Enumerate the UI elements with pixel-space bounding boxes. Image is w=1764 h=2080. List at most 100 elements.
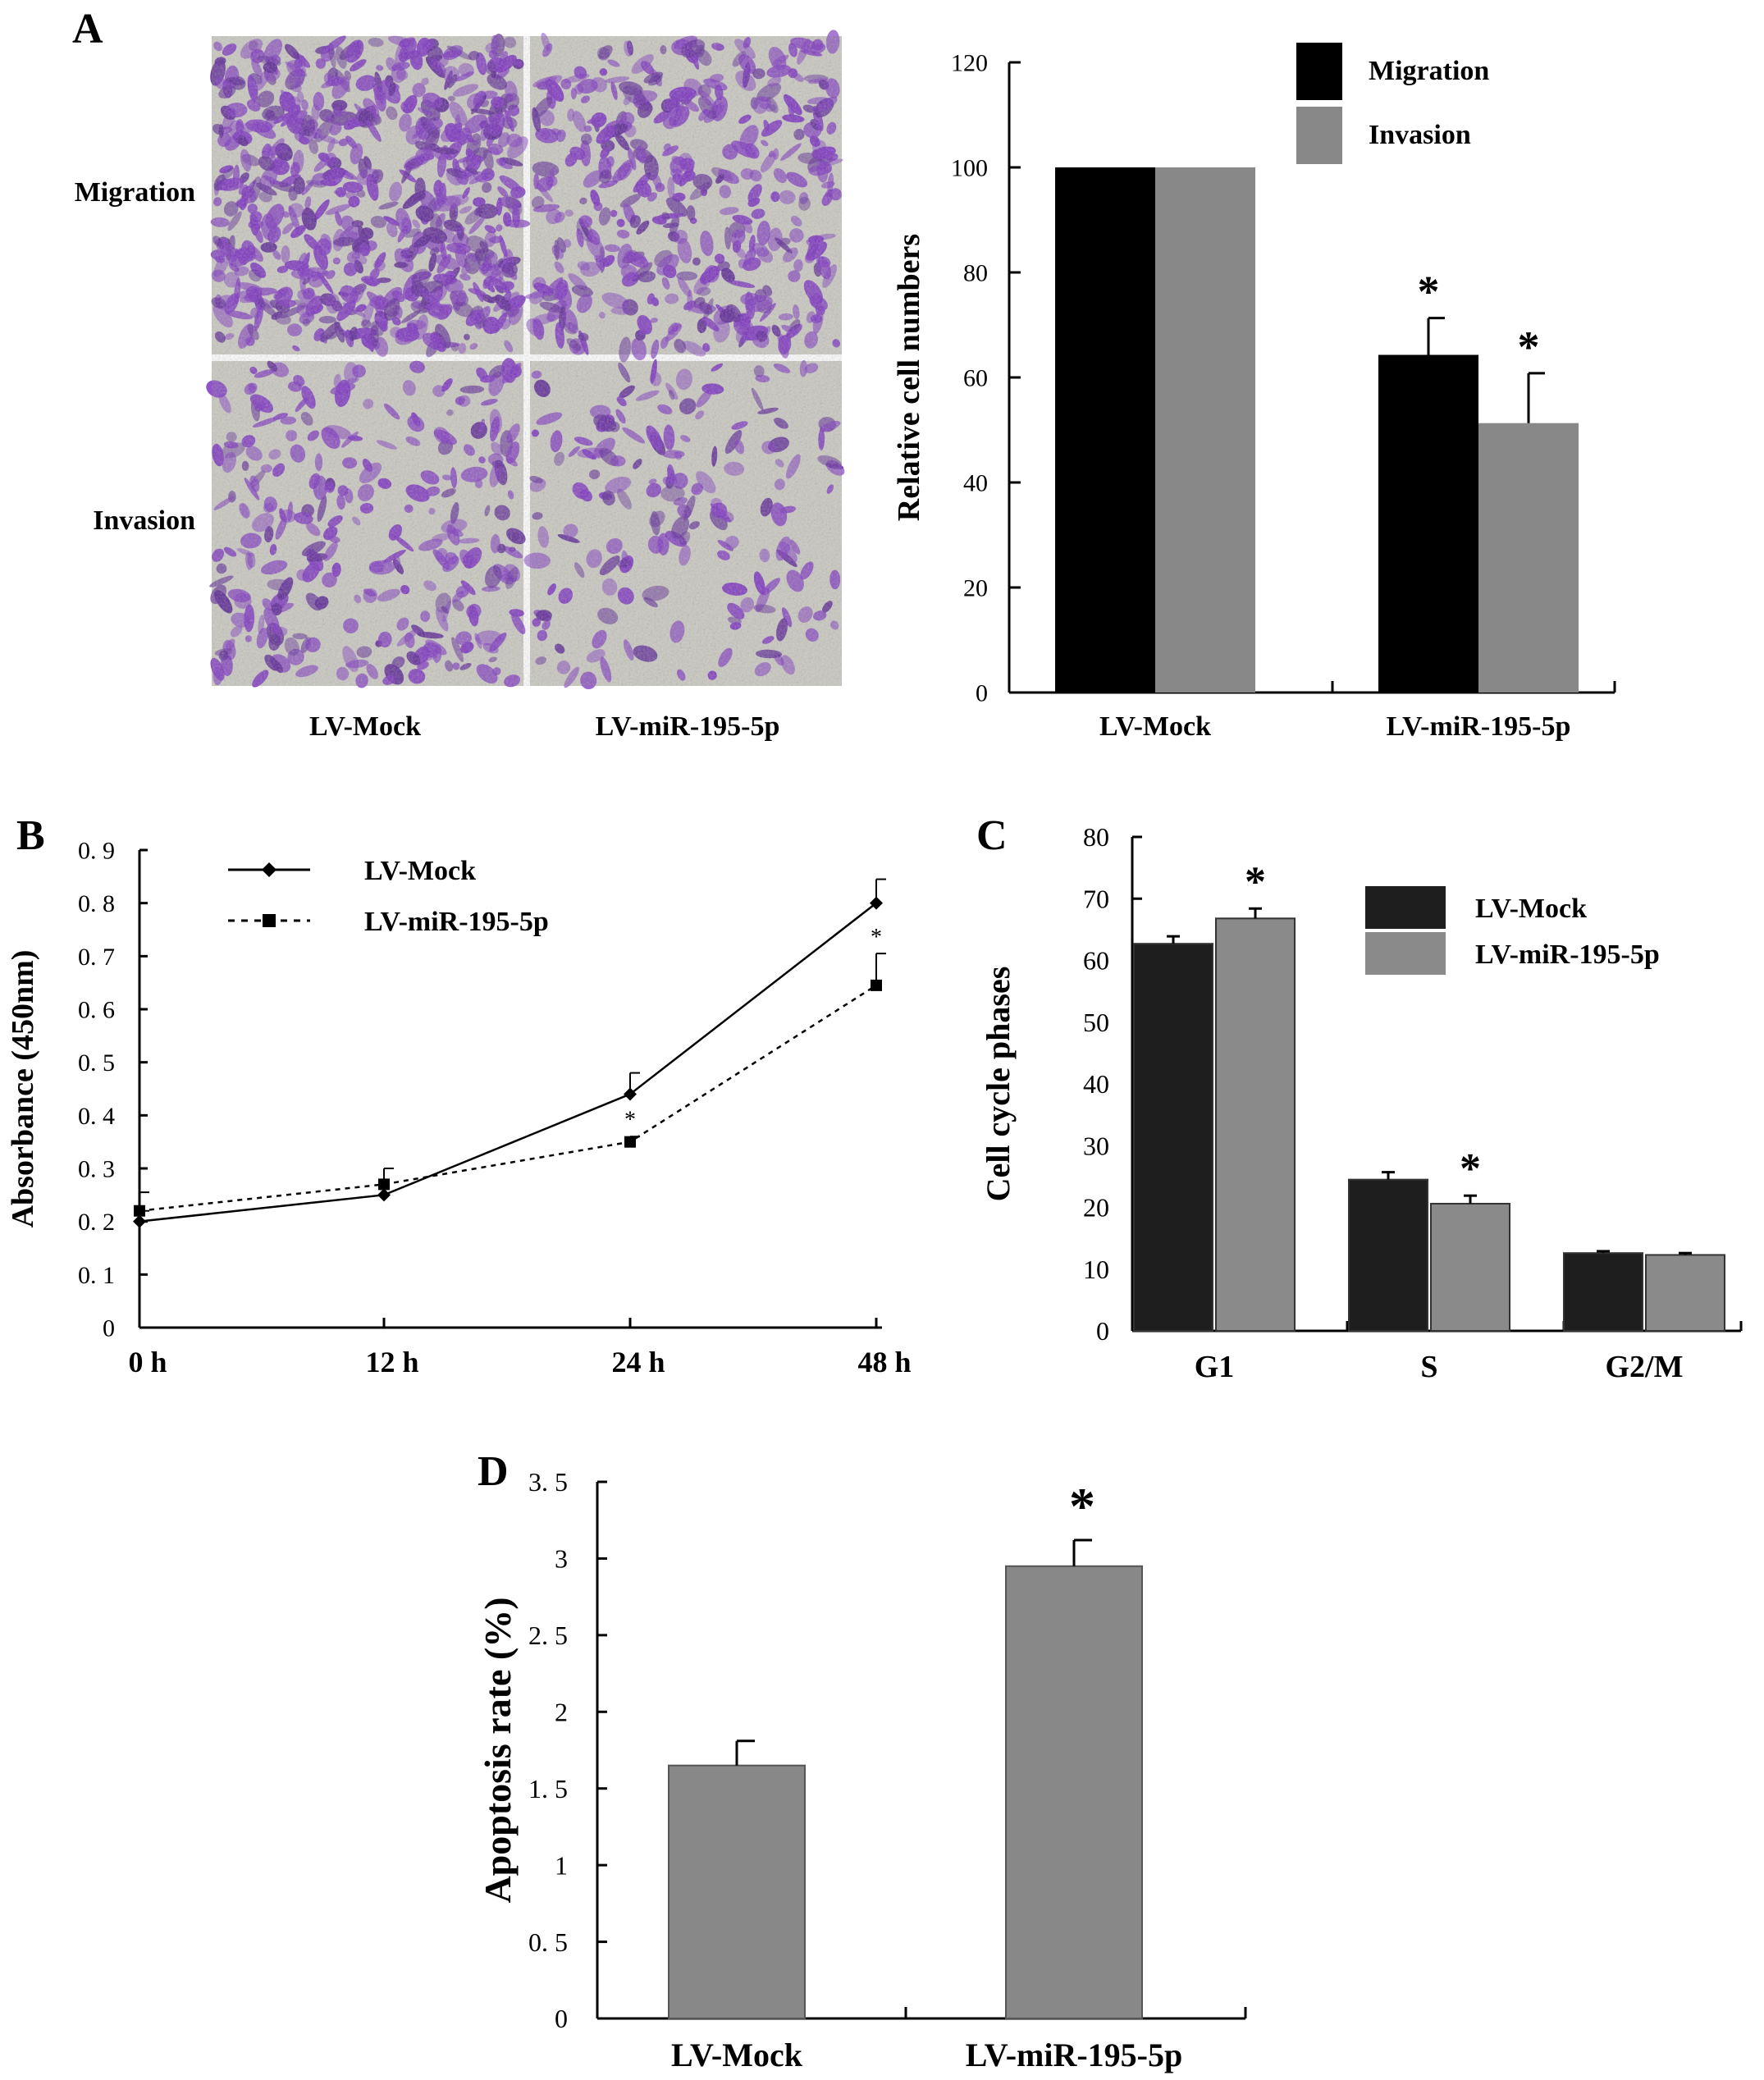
micrograph-row-label-invasion: Invasion [93, 505, 195, 536]
y-tick-label: 0. 7 [78, 944, 115, 971]
y-tick-label: 20 [1083, 1193, 1109, 1223]
y-axis-label: Apoptosis rate (%) [477, 1597, 519, 1903]
bar-lv-mock [668, 1764, 806, 2020]
point-lv-mir-195-5p-0-h [134, 1205, 145, 1217]
y-tick-label: 100 [951, 155, 988, 182]
legend-label-lv-mir-195-5p: LV-miR-195-5p [364, 907, 549, 937]
y-tick-label: 20 [963, 575, 988, 602]
y-tick-label: 0. 1 [78, 1262, 115, 1289]
y-tick-label: 3. 5 [528, 1467, 568, 1497]
significance-marker: * [1245, 858, 1266, 905]
point-lv-mock-0-h [133, 1214, 146, 1228]
y-tick-label: 0. 6 [78, 997, 115, 1024]
chart-a-migration-invasion: 0 20 40 60 80 100 120 Relative cell numbers LV-M… [892, 43, 1616, 742]
panel-a-letter: A [72, 6, 103, 53]
series-line-lv-mock [139, 902, 877, 1223]
y-tick-label: 0 [1096, 1316, 1109, 1346]
legend-label-invasion: Invasion [1369, 120, 1471, 150]
chart-b-absorbance: 0 0. 1 0. 2 0. 3 0. 4 0. 5 0. 6 0. 7 0. 8 0. 9 0 h… [6, 838, 912, 1379]
legend-marker-lv-mock [262, 862, 276, 877]
y-tick-label: 2 [555, 1697, 568, 1726]
bar-lv-mir-195-5p [1005, 1565, 1143, 2020]
y-tick-label: 40 [963, 470, 988, 497]
y-tick-label: 0. 8 [78, 890, 115, 917]
significance-marker: * [871, 925, 882, 950]
y-tick-label: 1 [555, 1850, 568, 1880]
bar-lv-mir-195-5p-g1 [1215, 917, 1296, 1332]
legend-swatch-migration [1296, 43, 1342, 100]
y-tick-label: 80 [963, 260, 988, 287]
x-tick-label-lv-mir-195-5p: LV-miR-195-5p [966, 2037, 1182, 2073]
legend-label-migration: Migration [1369, 56, 1489, 86]
x-tick-label-12-h: 12 h [365, 1346, 418, 1378]
x-tick-label-lv-mock: LV-Mock [1099, 711, 1211, 742]
significance-marker: * [1518, 322, 1540, 372]
y-tick-label: 120 [951, 50, 988, 77]
panel-d-letter: D [478, 1448, 509, 1495]
y-tick-label: 80 [1083, 822, 1109, 852]
y-tick-label: 3 [555, 1544, 568, 1574]
significance-marker: * [1069, 1477, 1095, 1535]
micrograph-col-label-lv-mir-195-5p: LV-miR-195-5p [596, 711, 780, 742]
y-tick-label: 0 [976, 680, 988, 707]
y-tick-label: 0. 4 [78, 1103, 115, 1130]
x-tick-label-g1: G1 [1195, 1350, 1235, 1384]
micrograph-grid [206, 30, 845, 690]
legend-label-lv-mock: LV-Mock [1475, 894, 1587, 924]
point-lv-mir-195-5p-24-h [624, 1136, 636, 1148]
panel-c-letter: C [976, 812, 1008, 859]
point-lv-mir-195-5p-48-h [871, 979, 882, 991]
y-tick-label: 0. 3 [78, 1156, 115, 1183]
chart-d-apoptosis: 0 0. 5 1 1. 5 2 2. 5 3 3. 5 Apoptosis rate (%) LV… [477, 1467, 1247, 2073]
point-lv-mock-48-h [870, 896, 883, 910]
point-lv-mock-12-h [377, 1188, 391, 1202]
x-tick-label-lv-mir-195-5p: LV-miR-195-5p [1387, 711, 1571, 742]
x-tick-label-s: S [1420, 1350, 1437, 1384]
y-tick-label: 0. 2 [78, 1209, 115, 1236]
legend-label-lv-mock: LV-Mock [364, 856, 476, 886]
legend-swatch-lv-mock [1365, 886, 1446, 929]
significance-marker: * [1418, 267, 1440, 317]
legend-swatch-lv-mir-195-5p [1365, 932, 1446, 975]
y-tick-label: 60 [1083, 946, 1109, 976]
legend-swatch-invasion [1296, 107, 1342, 164]
bar-invasion-lv-mir-195-5p [1478, 423, 1579, 693]
x-tick-label-lv-mock: LV-Mock [671, 2037, 803, 2073]
x-tick-label-24-h: 24 h [611, 1346, 665, 1378]
y-axis-label: Cell cycle phases [980, 967, 1017, 1202]
x-tick-label-g2-m: G2/M [1606, 1350, 1684, 1384]
significance-marker: * [624, 1108, 636, 1133]
point-lv-mock-24-h [624, 1087, 637, 1101]
significance-marker: * [1460, 1145, 1481, 1192]
chart-c-cell-cycle: 0 10 20 30 40 50 60 70 80 Cell cycle phases G1 * S * G… [980, 822, 1743, 1384]
bar-invasion-lv-mock [1155, 167, 1255, 693]
y-tick-label: 0. 5 [528, 1927, 568, 1957]
x-tick-label-48-h: 48 h [857, 1346, 911, 1378]
bar-lv-mock-g1 [1133, 943, 1213, 1332]
y-tick-label: 1. 5 [528, 1774, 568, 1803]
series-line-lv-mir-195-5p [139, 984, 877, 1212]
panel-b-letter: B [16, 812, 45, 859]
legend-label-lv-mir-195-5p: LV-miR-195-5p [1475, 939, 1660, 970]
y-tick-label: 0 [103, 1315, 115, 1342]
y-axis-label: Relative cell numbers [892, 234, 926, 521]
y-tick-label: 10 [1083, 1255, 1109, 1284]
y-axis-label: Absorbance (450nm) [6, 950, 40, 1228]
y-tick-label: 30 [1083, 1131, 1109, 1160]
y-tick-label: 60 [963, 365, 988, 392]
micrograph-texture [212, 36, 842, 686]
y-tick-label: 40 [1083, 1069, 1109, 1099]
y-tick-label: 2. 5 [528, 1621, 568, 1650]
bar-lv-mock-g2-m [1563, 1252, 1643, 1333]
micrograph-col-label-lv-mock: LV-Mock [309, 711, 421, 742]
point-lv-mir-195-5p-12-h [378, 1178, 390, 1191]
bar-migration-lv-mock [1055, 167, 1155, 693]
bar-migration-lv-mir-195-5p [1378, 354, 1478, 693]
bar-lv-mir-195-5p-s [1430, 1202, 1510, 1332]
micrograph-row-label-migration: Migration [75, 177, 195, 208]
y-tick-label: 50 [1083, 1008, 1109, 1037]
y-tick-label: 0 [555, 2004, 568, 2033]
y-tick-label: 70 [1083, 884, 1109, 913]
bar-lv-mock-s [1348, 1178, 1428, 1332]
